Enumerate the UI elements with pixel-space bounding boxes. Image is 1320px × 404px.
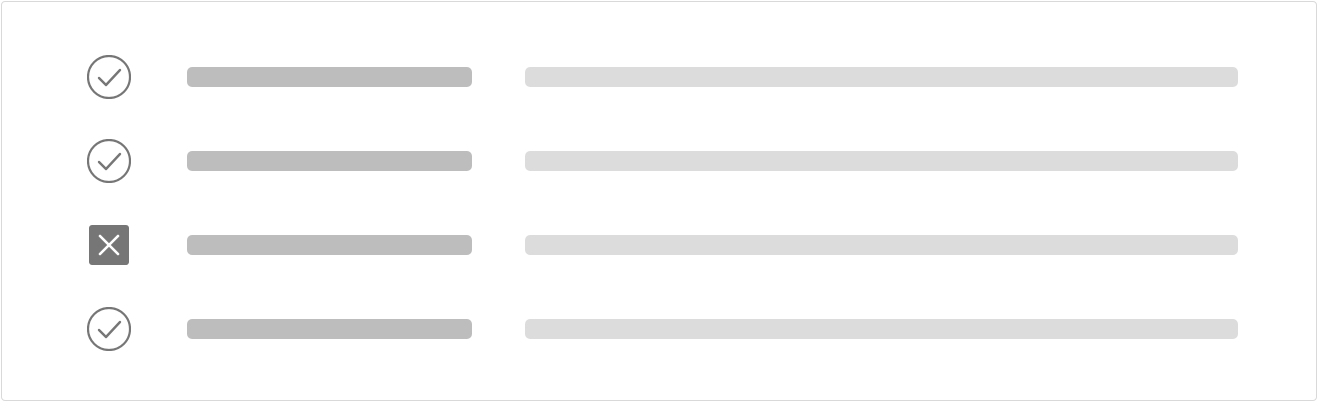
checklist-row [2, 137, 1318, 185]
checklist-row [2, 305, 1318, 353]
close-box-icon [87, 223, 131, 267]
value-placeholder [525, 319, 1238, 339]
label-placeholder [187, 235, 472, 255]
value-placeholder [525, 67, 1238, 87]
value-placeholder [525, 235, 1238, 255]
value-placeholder [525, 151, 1238, 171]
checklist-row [2, 53, 1318, 101]
label-placeholder [187, 151, 472, 171]
label-placeholder [187, 319, 472, 339]
label-placeholder [187, 67, 472, 87]
check-circle-icon [87, 55, 131, 99]
check-circle-icon [87, 139, 131, 183]
check-circle-icon [87, 307, 131, 351]
checklist-row [2, 221, 1318, 269]
